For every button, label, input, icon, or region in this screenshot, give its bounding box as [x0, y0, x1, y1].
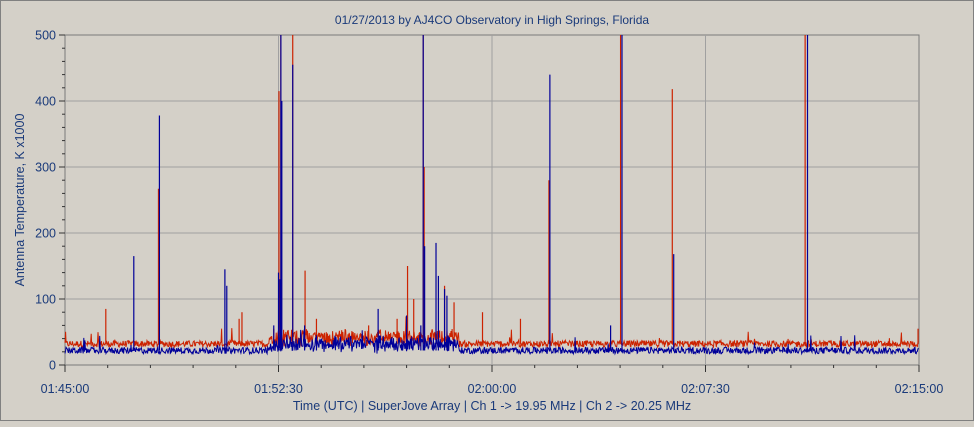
x-axis-label: Time (UTC) | SuperJove Array | Ch 1 -> 1… — [293, 399, 691, 413]
series-layer — [64, 35, 919, 356]
chart-title: 01/27/2013 by AJ4CO Observatory in High … — [335, 13, 649, 27]
y-tick-label: 200 — [35, 227, 56, 241]
axes: 0 100 200 300 400 500 01:45:00 01:52:30 02:00:00… — [35, 29, 943, 397]
x-tick-label: 02:07:30 — [681, 382, 730, 396]
x-tick-label: 02:15:00 — [895, 382, 944, 396]
x-tick-label: 01:52:30 — [254, 382, 303, 396]
y-tick-label: 300 — [35, 161, 56, 175]
y-axis-label: Antenna Temperature, K x1000 — [13, 114, 27, 287]
y-tick-label: 500 — [35, 29, 56, 43]
series-line — [64, 316, 919, 349]
x-tick-label: 02:00:00 — [468, 382, 517, 396]
y-tick-label: 0 — [49, 359, 56, 373]
grid — [65, 35, 919, 365]
y-tick-label: 400 — [35, 95, 56, 109]
x-tick-label: 01:45:00 — [41, 382, 90, 396]
series-line — [64, 329, 919, 356]
y-tick-label: 100 — [35, 293, 56, 307]
